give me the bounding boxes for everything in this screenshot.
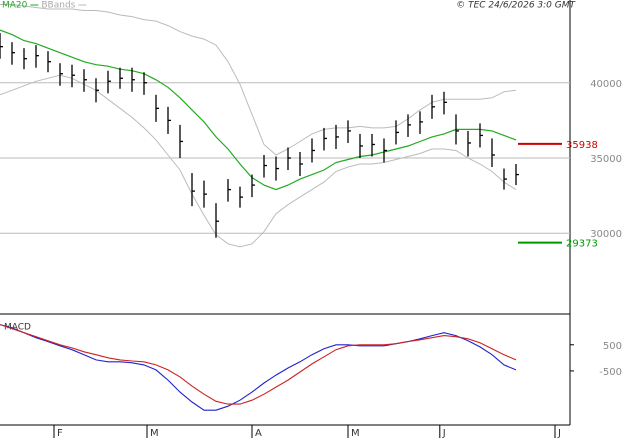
macd-line [0,324,517,405]
x-tick-label: J [442,428,446,439]
band-line [0,4,517,156]
band-line [0,74,517,248]
y-tick-label: 500 [603,341,622,352]
level-label: 29373 [566,239,598,250]
ma-line [0,29,517,191]
macd-title: MACD [4,323,31,333]
x-tick-label: F [57,428,63,439]
x-tick-label: J [557,428,561,439]
x-tick-label: A [255,428,262,439]
y-tick-label: -500 [599,367,622,378]
y-tick-label: 35000 [590,154,622,165]
x-tick-label: M [351,428,360,439]
x-tick-label: M [150,428,159,439]
legend-label: BBands [41,1,75,11]
source: © TEC 24/6/2026 3:0 GMT [456,1,576,11]
macd-line [0,324,517,411]
level-label: 35938 [566,140,598,151]
y-tick-label: 30000 [590,229,622,240]
y-tick-label: 40000 [590,79,622,90]
legend-label: MA20 [2,1,28,11]
